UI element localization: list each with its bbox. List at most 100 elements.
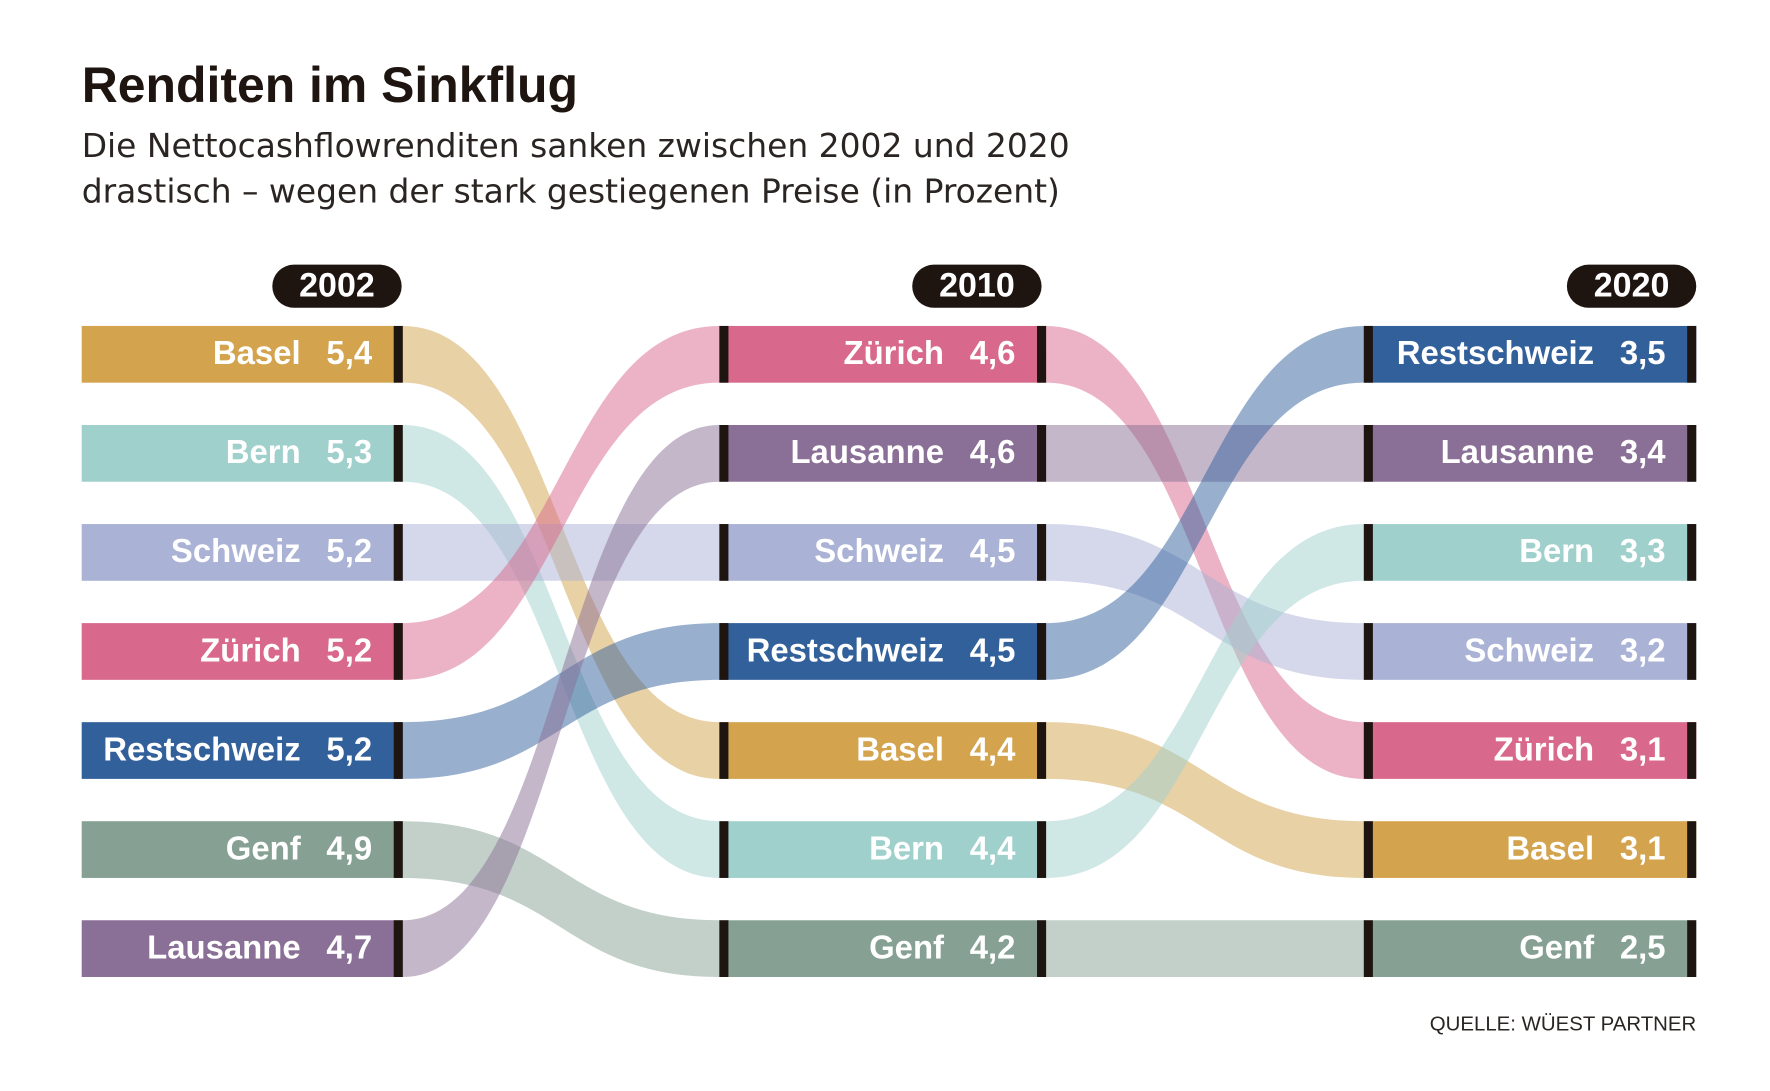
entry-name: Schweiz	[171, 532, 301, 569]
bar-cap	[1687, 425, 1697, 482]
bar-cap	[393, 722, 403, 779]
bar-cap	[393, 920, 403, 977]
link	[1046, 920, 1364, 977]
subtitle-box: Die Nettocashflowrenditen sanken zwische…	[81, 126, 1070, 211]
entry-name: Zürich	[843, 334, 944, 371]
bar-cap	[719, 425, 729, 482]
entry-name: Bern	[1519, 532, 1594, 569]
entry-name: Lausanne	[790, 433, 944, 470]
value-label: 3,2	[1620, 631, 1666, 668]
year-pill	[1566, 264, 1697, 308]
bar-cap	[1037, 524, 1047, 581]
bar	[719, 920, 1047, 977]
link	[1046, 425, 1364, 482]
bar	[719, 722, 1047, 779]
chart-subtitle: Die Nettocashflowrenditen sanken zwische…	[81, 126, 1070, 211]
entry-name: Schweiz	[814, 532, 944, 569]
bar-cap	[1687, 920, 1697, 977]
value-label: 5,2	[326, 631, 372, 668]
value-label: 5,3	[326, 433, 372, 470]
value-label: 4,5	[970, 532, 1016, 569]
bar	[1363, 821, 1697, 878]
entry-name: Genf	[226, 829, 302, 866]
entry-name: Restschweiz	[1397, 334, 1594, 371]
bar-cap	[1363, 524, 1373, 581]
year-pill	[272, 264, 402, 308]
bar	[81, 722, 403, 779]
entry-name: Restschweiz	[747, 631, 944, 668]
link	[1046, 722, 1364, 878]
bar	[81, 425, 403, 482]
bar	[81, 325, 403, 383]
bar-cap	[719, 623, 729, 680]
link	[402, 821, 720, 977]
source: QUELLE: WÜEST PARTNER	[1430, 1013, 1696, 1035]
bar-cap	[1363, 623, 1373, 680]
bar	[1363, 623, 1697, 680]
bar-cap	[1037, 623, 1047, 680]
bar-cap	[719, 524, 729, 581]
bar-cap	[1687, 524, 1697, 581]
bars: 2002 5,4 Basel 5,3 Bern 5,2 Schweiz 5,2 Zürich 5,…	[81, 264, 1697, 977]
entry-name: Lausanne	[147, 928, 301, 965]
bar	[719, 821, 1047, 878]
entry-name: Restschweiz	[103, 730, 300, 767]
chart-title: Renditen im Sinkflug	[82, 57, 578, 113]
entry-name: Lausanne	[1441, 433, 1595, 470]
bar-cap	[1687, 623, 1697, 680]
bar-cap	[393, 425, 403, 482]
bar	[1363, 722, 1697, 779]
entry-name: Genf	[869, 928, 945, 965]
bar	[719, 524, 1047, 581]
link	[402, 325, 720, 680]
bar	[719, 425, 1047, 482]
value-label: 4,7	[326, 928, 372, 965]
value-label: 3,5	[1620, 334, 1666, 371]
entry-name: Zürich	[1494, 730, 1595, 767]
bar	[1363, 325, 1697, 383]
value-label: 3,1	[1620, 730, 1666, 767]
bar-cap	[1037, 325, 1047, 383]
bar-cap	[393, 524, 403, 581]
bar-cap	[1363, 325, 1373, 383]
entry-name: Genf	[1519, 928, 1595, 965]
bar-cap	[393, 623, 403, 680]
bar-cap	[393, 325, 403, 383]
bar	[81, 821, 403, 878]
value-label: 5,2	[326, 532, 372, 569]
bar-cap	[1687, 821, 1697, 878]
bar-cap	[719, 325, 729, 383]
link	[402, 524, 720, 581]
bar	[719, 623, 1047, 680]
year-label: 2002	[299, 266, 375, 304]
value-label: 3,3	[1620, 532, 1666, 569]
value-label: 4,5	[970, 631, 1016, 668]
bar-cap	[393, 821, 403, 878]
entry-name: Bern	[869, 829, 944, 866]
bar	[1363, 524, 1697, 581]
value-label: 5,2	[326, 730, 372, 767]
entry-name: Basel	[856, 730, 944, 767]
entry-name: Zürich	[200, 631, 301, 668]
value-label: 4,6	[970, 334, 1016, 371]
value-label: 3,4	[1620, 433, 1666, 470]
link	[402, 425, 720, 977]
year-label: 2010	[939, 266, 1015, 304]
bar-cap	[719, 821, 729, 878]
bar	[1363, 425, 1697, 482]
entry-name: Schweiz	[1464, 631, 1594, 668]
bar	[1363, 920, 1697, 977]
year-pill	[912, 264, 1042, 308]
bar-cap	[1363, 821, 1373, 878]
bar-cap	[1037, 920, 1047, 977]
bar-cap	[1037, 821, 1047, 878]
links	[402, 325, 1364, 977]
value-label: 3,1	[1620, 829, 1666, 866]
bar	[81, 524, 403, 581]
bar	[81, 623, 403, 680]
entry-name: Basel	[1506, 829, 1594, 866]
entry-name: Basel	[213, 334, 301, 371]
bar	[81, 920, 403, 977]
